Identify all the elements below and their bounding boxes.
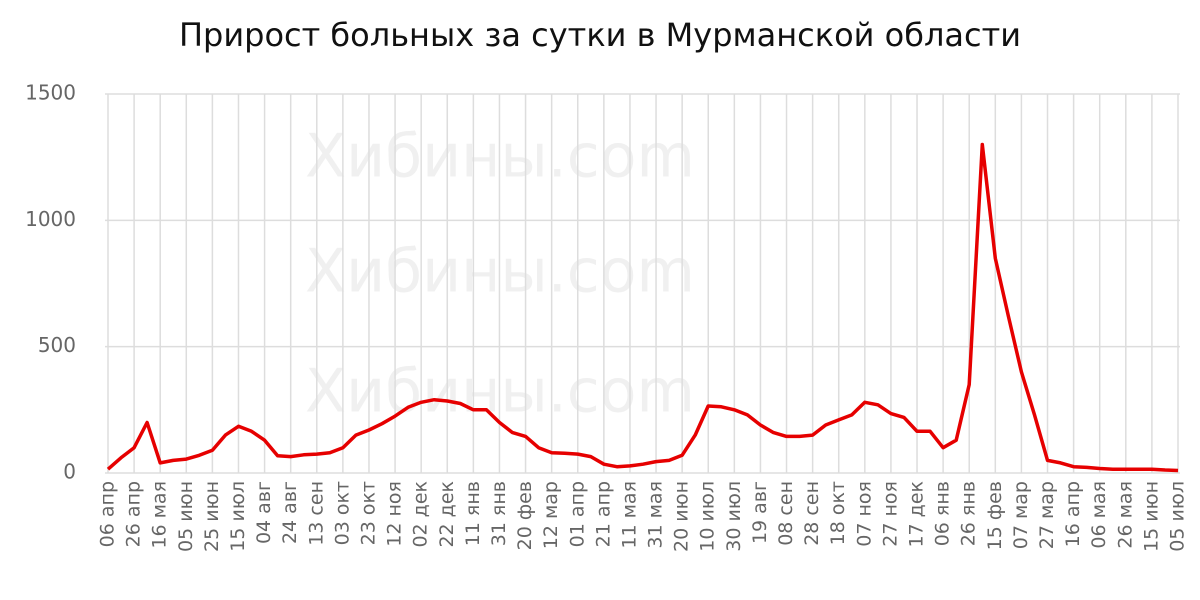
x-tick-label: 06 мая — [1088, 481, 1110, 549]
x-tick-label: 07 мар — [1010, 481, 1032, 549]
x-tick-label: 22 дек — [436, 481, 458, 548]
x-tick-label: 15 фев — [984, 481, 1006, 550]
x-tick-label: 31 мая — [645, 481, 667, 549]
x-tick-label: 15 июн — [1140, 481, 1162, 552]
x-tick-label: 21 апр — [592, 481, 614, 547]
x-tick-label: 08 сен — [775, 481, 797, 546]
x-tick-label: 11 янв — [462, 481, 484, 546]
x-tick-label: 11 мая — [618, 481, 640, 549]
x-tick-label: 05 июн — [175, 481, 197, 552]
chart-title: Прирост больных за сутки в Мурманской об… — [179, 16, 1021, 54]
x-tick-label: 27 мар — [1036, 481, 1058, 549]
x-tick-label: 24 авг — [279, 481, 301, 544]
x-tick-label: 12 ноя — [384, 481, 406, 547]
x-tick-label: 18 окт — [827, 481, 849, 545]
x-tick-label: 13 сен — [305, 481, 327, 546]
x-tick-label: 26 апр — [123, 481, 145, 547]
x-tick-label: 16 апр — [1062, 481, 1084, 547]
line — [106, 142, 1179, 473]
x-tick-label: 26 мая — [1114, 481, 1136, 549]
x-tick-label: 30 июл — [723, 481, 745, 552]
x-tick-label: 04 авг — [253, 481, 275, 544]
x-tick-label: 31 янв — [488, 481, 510, 546]
y-tick-label: 500 — [38, 333, 76, 357]
x-tick-label: 16 мая — [149, 481, 171, 549]
x-tick-label: 20 июн — [671, 481, 693, 552]
x-tick-label: 06 янв — [932, 481, 954, 546]
x-tick-label: 27 ноя — [879, 481, 901, 547]
x-tick-label: 17 дек — [906, 481, 928, 548]
x-tick-label: 05 июл — [1167, 481, 1189, 552]
x-tick-label: 23 окт — [357, 481, 379, 545]
x-tick-label: 25 июн — [201, 481, 223, 552]
x-tick-label: 02 дек — [410, 481, 432, 548]
x-tick-label: 10 июл — [697, 481, 719, 552]
y-tick-label: 1500 — [25, 81, 76, 105]
x-tick-label: 26 янв — [958, 481, 980, 546]
x-tick-label: 06 апр — [97, 481, 119, 547]
x-tick-label: 03 окт — [331, 481, 353, 545]
x-tick-label: 01 апр — [566, 481, 588, 547]
x-tick-label: 28 сен — [801, 481, 823, 546]
x-tick-label: 12 мар — [540, 481, 562, 549]
x-tick-label: 20 фев — [514, 481, 536, 550]
x-tick-label: 15 июл — [227, 481, 249, 552]
y-tick-label: 1000 — [25, 207, 76, 231]
y-tick-label: 0 — [63, 460, 76, 484]
x-tick-label: 07 ноя — [853, 481, 875, 547]
x-tick-label: 19 авг — [749, 481, 771, 544]
